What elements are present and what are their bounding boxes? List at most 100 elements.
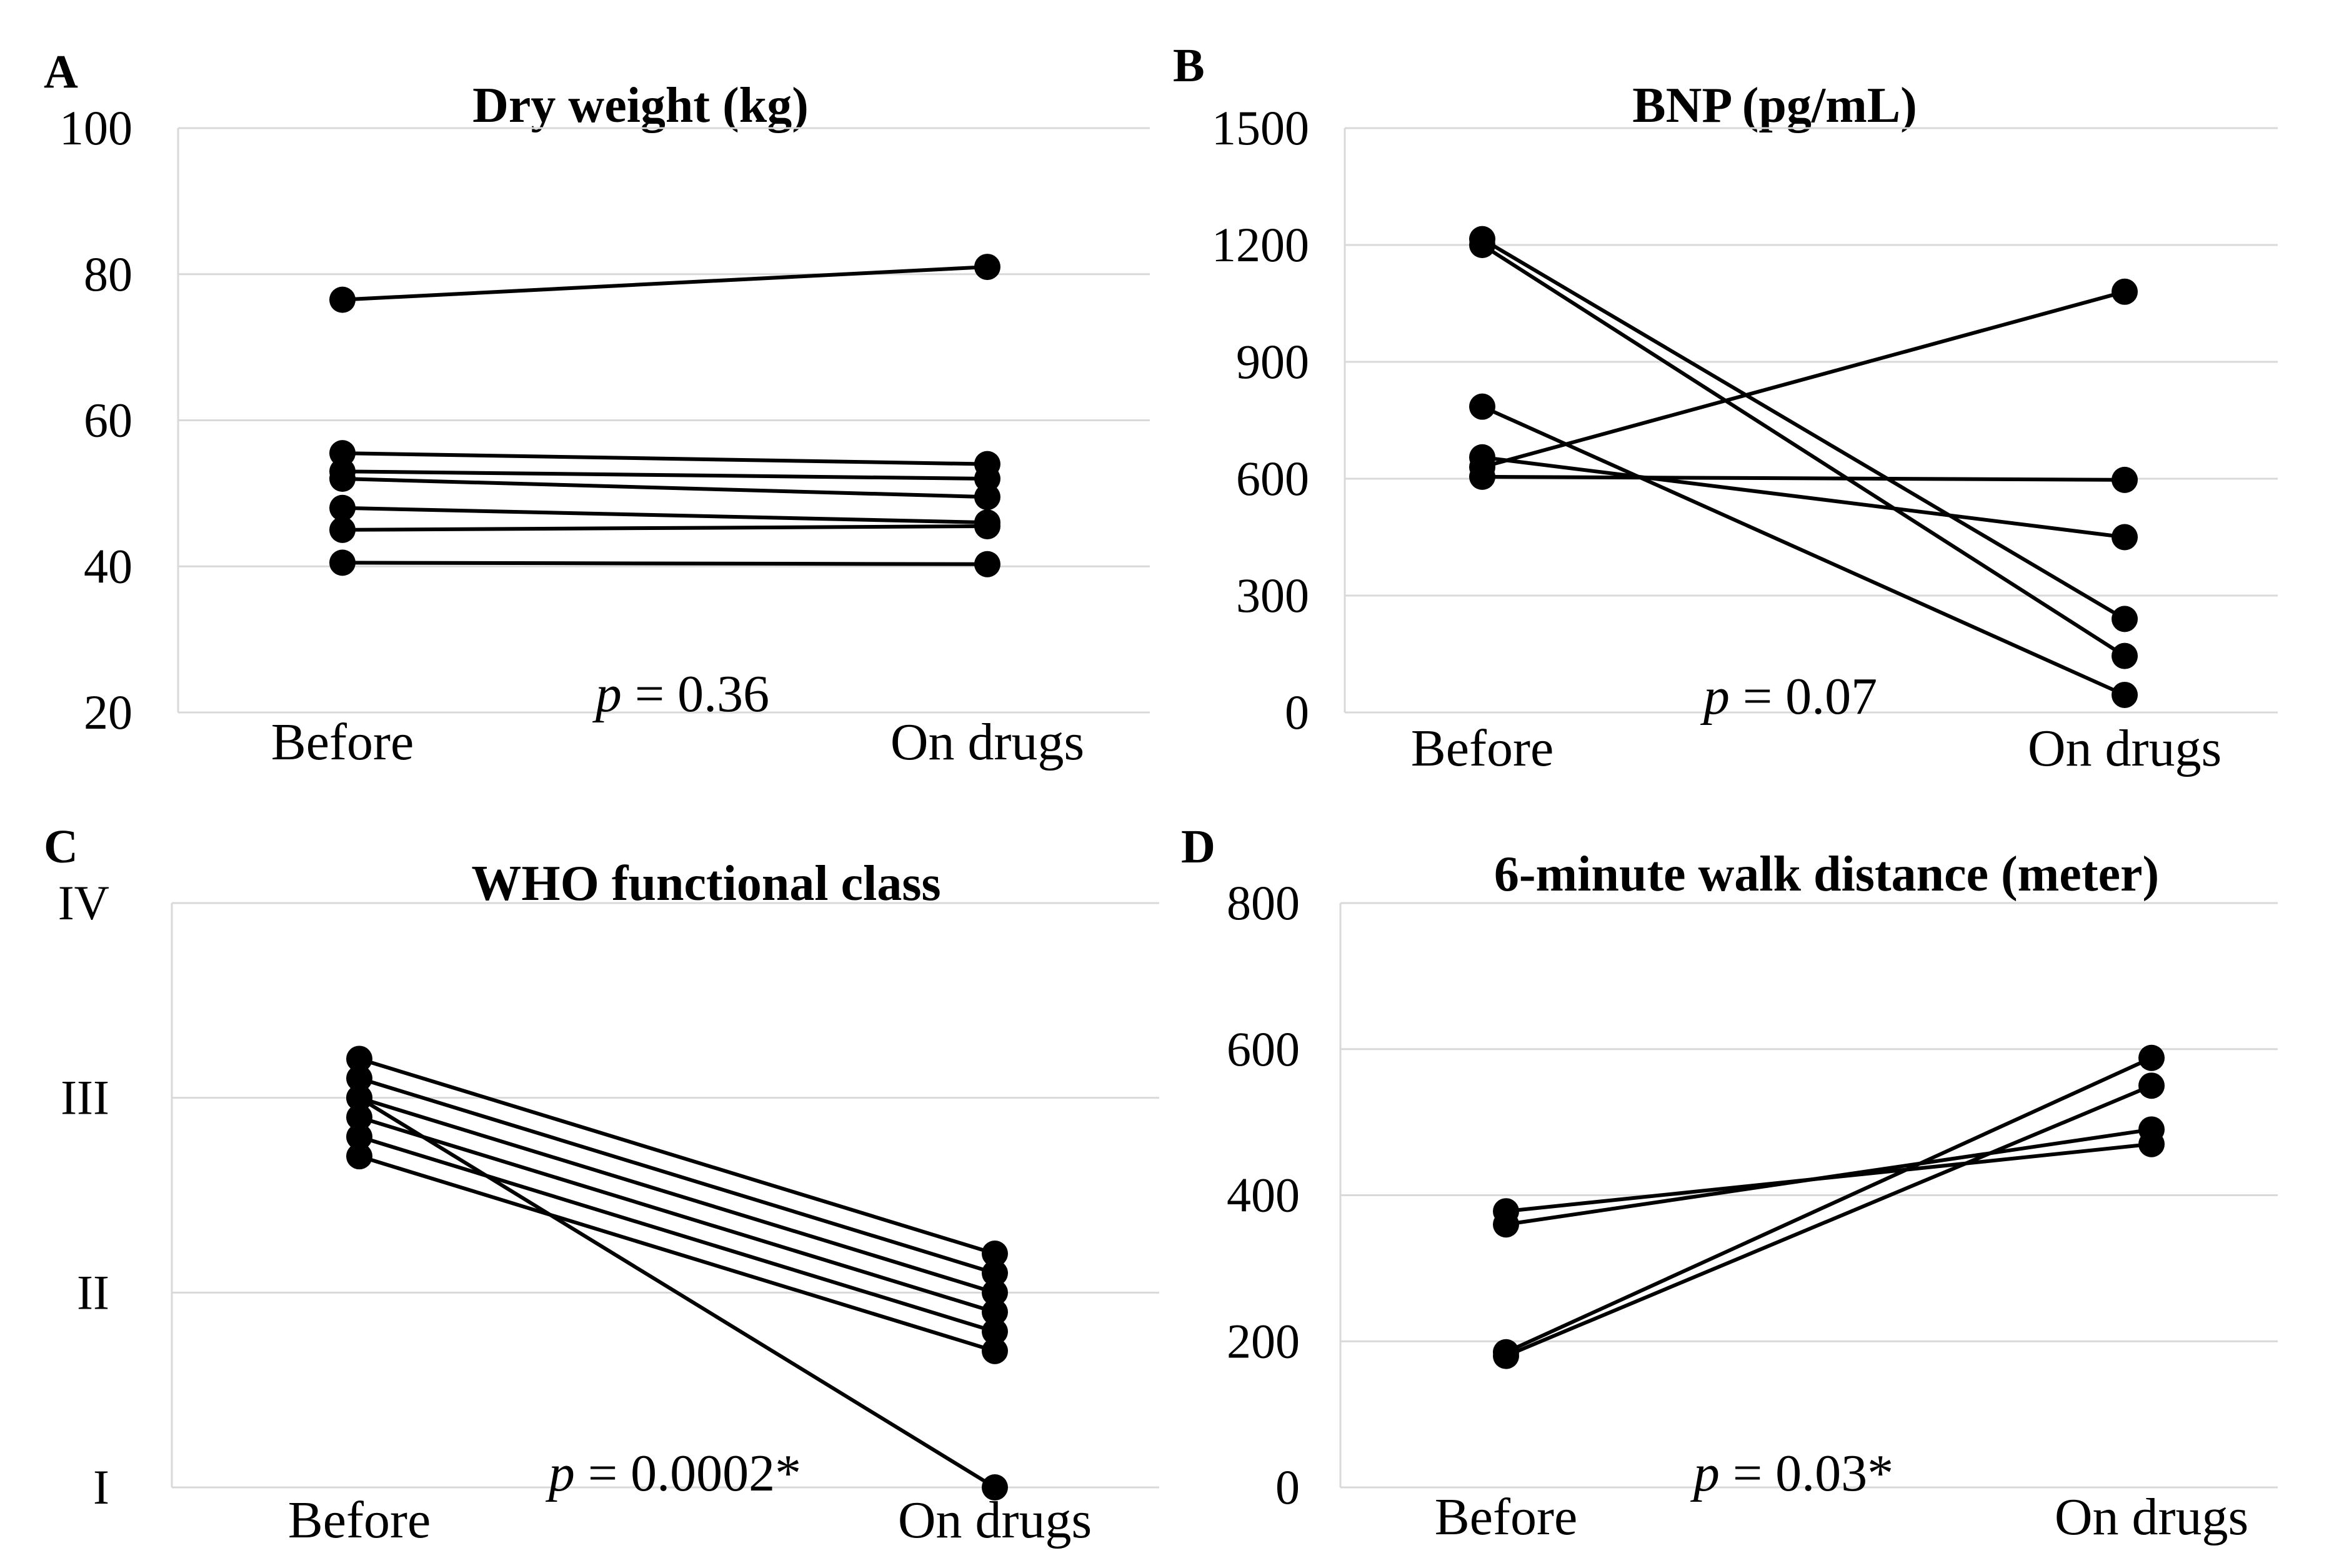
panel-d-point-before (1493, 1342, 1519, 1369)
panel-d-point-on-drugs (2138, 1044, 2165, 1071)
panel-b-letter: B (1173, 39, 1205, 92)
panel-c-ytick-label: IV (58, 876, 109, 930)
panel-b-point-before (1469, 232, 1495, 258)
panel-c-series-line (359, 1135, 995, 1334)
panel-a-point-on-drugs (974, 254, 1000, 281)
panel-c-p-value-text: = 0.0002* (575, 1444, 801, 1502)
panel-c-series-line (359, 1076, 995, 1276)
panel-b-ytick-label: 600 (1236, 451, 1309, 506)
panel-c-point-before (346, 1124, 372, 1150)
panel-a-ytick-label: 80 (84, 247, 132, 301)
panel-d-series-line (1505, 1127, 2152, 1227)
panel-c-series-line (359, 1154, 995, 1353)
panel-b-p-value: p = 0.07 (1700, 667, 1877, 726)
panel-c-point-on-drugs (982, 1318, 1008, 1345)
panel-b-series-line (1481, 243, 2126, 658)
panel-b-point-on-drugs (2112, 466, 2138, 493)
panel-b-ytick-label: 1500 (1212, 101, 1309, 155)
panel-c-p-symbol: p (546, 1444, 575, 1502)
panel-c-point-on-drugs (982, 1279, 1008, 1306)
panel-d-ytick-label: 400 (1227, 1168, 1300, 1222)
panel-d-series-line (1505, 1084, 2153, 1358)
panel-a-ytick-label: 40 (84, 539, 132, 593)
panel-c-p-value: p = 0.0002* (546, 1444, 801, 1502)
panel-c-point-before (346, 1046, 372, 1072)
panel-b-ytick-label: 300 (1236, 568, 1309, 622)
panel-c-ytick-label: I (93, 1460, 109, 1514)
panel-c-category-label: Before (288, 1491, 431, 1549)
panel-c-title: WHO functional class (471, 856, 940, 911)
panel-a-p-value-text: = 0.36 (622, 665, 769, 723)
panel-b-p-symbol: p (1700, 667, 1730, 726)
panel-b-point-before (1469, 393, 1495, 420)
panel-c-letter: C (44, 821, 78, 873)
panel-d-p-symbol: p (1690, 1444, 1720, 1502)
panel-d-ytick-label: 0 (1275, 1460, 1300, 1514)
panel-b-point-on-drugs (2112, 278, 2138, 305)
panel-b-series-line (1482, 455, 2125, 539)
panel-c-ytick-label: II (77, 1265, 109, 1319)
panel-a-title: Dry weight (kg) (472, 78, 809, 133)
panel-b-ytick-label: 1200 (1212, 217, 1309, 272)
panel-d-point-before (1493, 1211, 1519, 1238)
panel-c-point-on-drugs (982, 1241, 1008, 1267)
panel-a-series-line (342, 477, 988, 499)
panel-a-point-on-drugs (974, 512, 1000, 539)
panel-c-point-before (346, 1065, 372, 1092)
panel-a-series-line (342, 506, 988, 525)
panel-c-series-line (358, 1096, 996, 1489)
panel-c-point-on-drugs (982, 1474, 1008, 1501)
panel-c-point-on-drugs (982, 1260, 1008, 1287)
panel-a-p-value: p = 0.36 (592, 665, 769, 723)
panel-a-category-label: On drugs (890, 713, 1084, 771)
panel-a-point-before (329, 516, 356, 543)
panel-a-point-before (329, 440, 356, 467)
panel-a-series-line (342, 451, 988, 466)
panel-a-series-line (342, 524, 988, 532)
panel-b-series-line (1481, 404, 2126, 697)
panel-c-ytick-label: III (61, 1071, 109, 1125)
panel-c-category-label: On drugs (898, 1491, 1092, 1549)
panel-a-ytick-label: 60 (84, 393, 132, 447)
panel-a-ytick-label: 20 (84, 685, 132, 739)
panel-b-category-label: Before (1411, 719, 1554, 777)
panel-c-series-line (359, 1115, 995, 1314)
panel-a-point-before (329, 286, 356, 313)
panel-c-series-line (359, 1057, 995, 1256)
panel-a-point-on-drugs (974, 466, 1000, 492)
panel-a-point-on-drugs (974, 484, 1000, 511)
panel-a-letter: A (44, 46, 78, 98)
panel-d-ytick-label: 200 (1227, 1314, 1300, 1368)
panel-b-point-before (1469, 463, 1495, 490)
panel-d-ytick-label: 600 (1227, 1022, 1300, 1076)
panel-b-ytick-label: 0 (1285, 685, 1309, 739)
panel-b-series-line (1482, 474, 2125, 482)
panel-d-title: 6-minute walk distance (meter) (1494, 847, 2159, 902)
panel-a-ytick-label: 100 (59, 101, 132, 155)
panel-a-point-before (329, 549, 356, 576)
panel-b-p-value-text: = 0.07 (1730, 667, 1877, 726)
panel-b-point-on-drugs (2112, 606, 2138, 632)
panel-a-series-line (342, 469, 988, 481)
panel-b-point-on-drugs (2112, 681, 2138, 708)
panel-c-point-before (346, 1104, 372, 1131)
panel-d-category-label: On drugs (2055, 1488, 2248, 1546)
panel-a-category-label: Before (271, 713, 414, 771)
panel-a-p-symbol: p (592, 665, 622, 723)
panel-c-point-before (346, 1084, 372, 1111)
panel-b-point-on-drugs (2112, 642, 2138, 669)
panel-b-series-line (1482, 289, 2125, 469)
panel-c-point-on-drugs (982, 1337, 1008, 1364)
panel-b-ytick-label: 900 (1236, 334, 1309, 389)
panel-d-p-value: p = 0.03* (1690, 1444, 1893, 1502)
panel-d-point-on-drugs (2138, 1072, 2165, 1099)
panel-b-category-label: On drugs (2028, 719, 2222, 777)
panel-b-series-line (1481, 237, 2126, 621)
panel-d-point-on-drugs (2138, 1116, 2165, 1143)
panel-d-p-value-text: = 0.03* (1720, 1444, 1893, 1502)
panel-a-point-on-drugs (974, 551, 1000, 577)
panel-a-point-before (329, 466, 356, 492)
panel-c-point-before (346, 1143, 372, 1170)
panel-b-title: BNP (pg/mL) (1632, 78, 1917, 133)
